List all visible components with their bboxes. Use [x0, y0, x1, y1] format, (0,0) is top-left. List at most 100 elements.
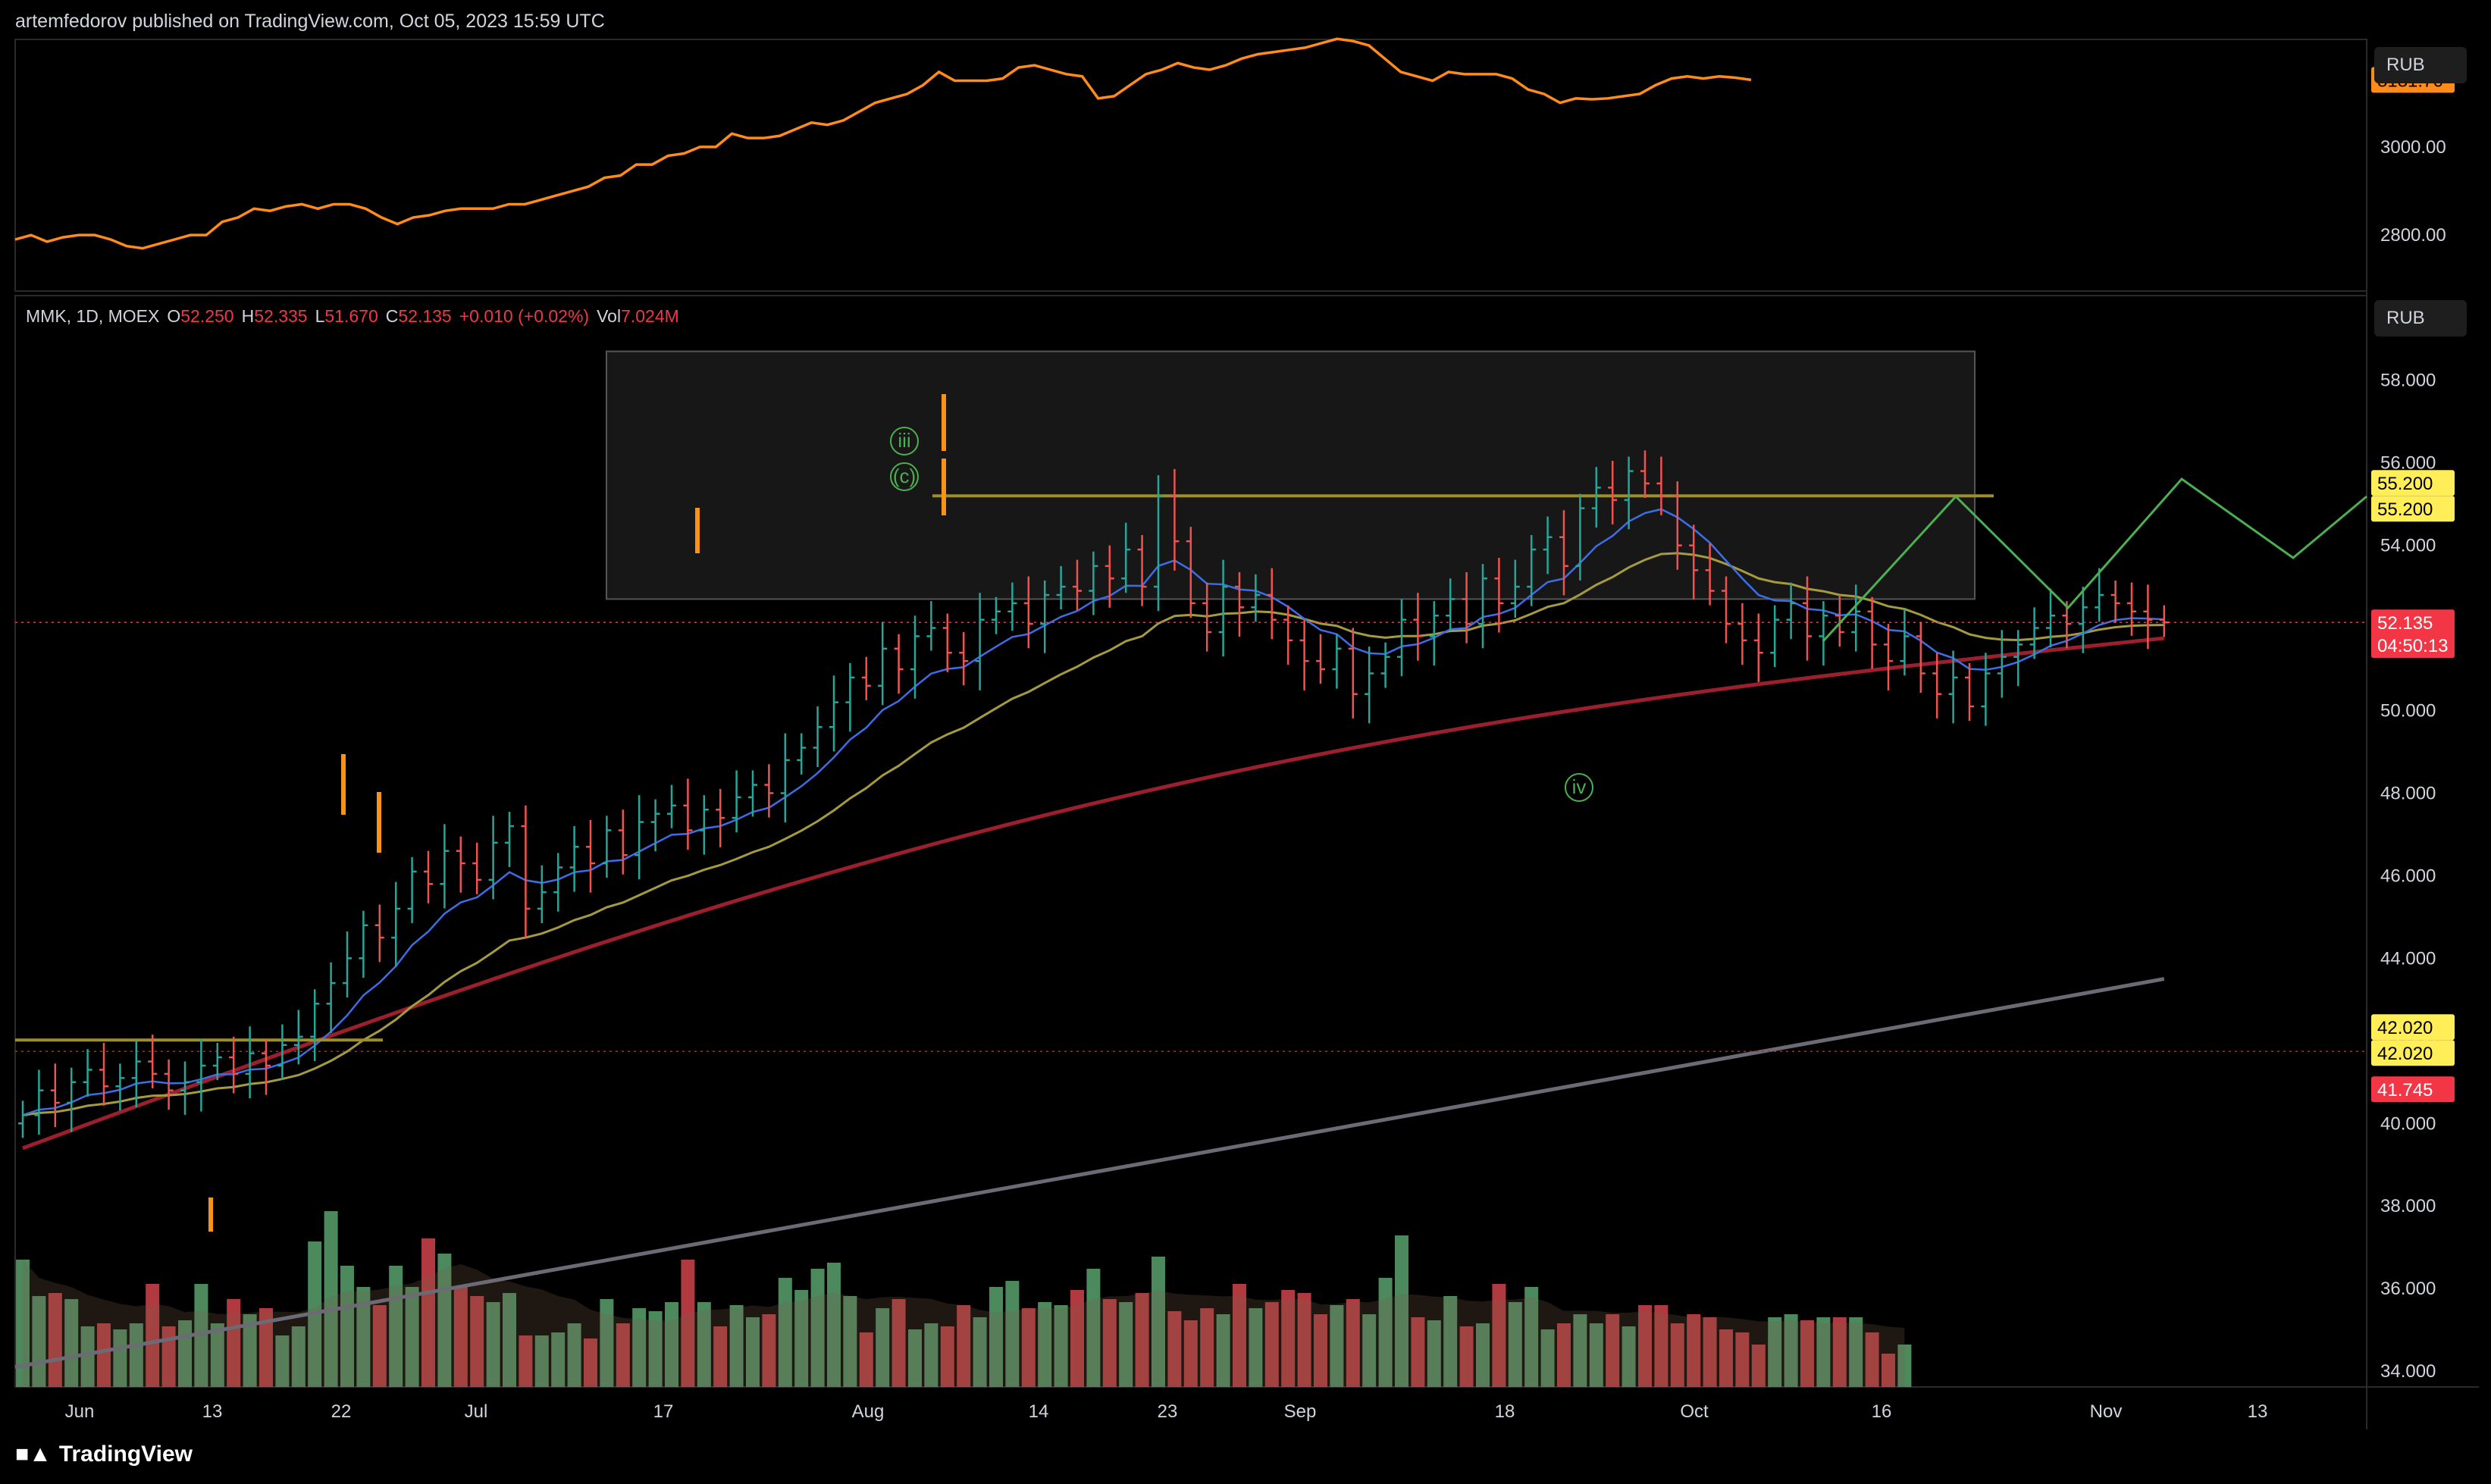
- time-tick-label: Nov: [2090, 1401, 2123, 1422]
- volume-bar: [1362, 1314, 1377, 1387]
- volume-bar: [1054, 1305, 1068, 1387]
- volume-bar: [632, 1308, 647, 1387]
- price-tick-label: 50.000: [2380, 701, 2436, 722]
- countdown-label-bg: [2371, 632, 2455, 659]
- wave-label-circle: [890, 462, 919, 491]
- legend-low: 51.670: [324, 306, 378, 326]
- volume-bar: [194, 1284, 208, 1387]
- volume-bar: [16, 1260, 30, 1387]
- volume-bar: [324, 1211, 338, 1387]
- volume-bar: [1670, 1323, 1684, 1387]
- volume-bar: [129, 1323, 143, 1387]
- support-red-label: 41.745: [2377, 1080, 2433, 1100]
- volume-bar: [940, 1326, 954, 1387]
- volume-bar: [421, 1238, 435, 1387]
- time-tick-label: Sep: [1284, 1401, 1317, 1422]
- volume-bar: [794, 1290, 809, 1387]
- volume-bar: [1038, 1302, 1052, 1387]
- currency-button-main[interactable]: RUB: [2374, 300, 2467, 337]
- volume-ma-area: [23, 1260, 1905, 1387]
- volume-bar: [227, 1299, 241, 1387]
- time-tick-label: Aug: [852, 1401, 885, 1422]
- support-label-b: 42.020: [2377, 1044, 2433, 1064]
- volume-bar: [340, 1266, 354, 1387]
- volume-bar: [1135, 1293, 1149, 1387]
- tradingview-logo-icon: ■▲: [15, 1442, 52, 1467]
- legend-close: 52.135: [398, 306, 452, 326]
- currency-button-top[interactable]: RUB: [2374, 47, 2467, 83]
- volume-bar: [1800, 1320, 1814, 1387]
- level-label-a-bg: [2371, 470, 2455, 496]
- level-label-a: 55.200: [2377, 474, 2433, 494]
- volume-bar: [1330, 1305, 1344, 1387]
- volume-bar: [1687, 1314, 1701, 1387]
- index-tick-label: 2800.00: [2380, 225, 2446, 246]
- volume-bar: [1589, 1323, 1603, 1387]
- volume-bar: [405, 1287, 419, 1387]
- volume-bar: [1768, 1317, 1782, 1387]
- volume-bar: [1540, 1329, 1555, 1387]
- time-tick-label: Jun: [65, 1401, 95, 1422]
- symbol-legend: MMK, 1D, MOEX O52.250 H52.335 L51.670 C5…: [26, 306, 679, 327]
- volume-bar: [957, 1305, 971, 1387]
- volume-bar: [1865, 1332, 1879, 1387]
- footer-brand[interactable]: TradingView: [58, 1442, 193, 1467]
- volume-bar: [1021, 1308, 1036, 1387]
- volume-bar: [1167, 1311, 1182, 1387]
- legend-high-label: H: [241, 306, 255, 326]
- volume-bar: [891, 1299, 906, 1387]
- last-price-label-bg: [2371, 609, 2455, 636]
- volume-bar: [600, 1299, 614, 1387]
- volume-bar: [908, 1329, 922, 1387]
- volume-bar: [259, 1308, 273, 1387]
- volume-bar: [1378, 1278, 1393, 1387]
- price-tick-label: 48.000: [2380, 783, 2436, 803]
- footer: ■▲ TradingView: [15, 1442, 193, 1467]
- price-tick-label: 58.000: [2380, 371, 2436, 391]
- price-tick-label: 56.000: [2380, 453, 2436, 474]
- price-tick-label: 44.000: [2380, 948, 2436, 969]
- time-tick-label: 13: [202, 1401, 223, 1422]
- volume-bar: [1719, 1329, 1733, 1387]
- volume-bar: [1264, 1302, 1279, 1387]
- wave-label: iv: [1572, 775, 1587, 798]
- last-price-label: 52.135: [2377, 613, 2433, 634]
- volume-bar: [778, 1278, 792, 1387]
- legend-open-label: O: [167, 306, 181, 326]
- volume-bar: [973, 1317, 987, 1387]
- time-tick-label: 16: [1872, 1401, 1892, 1422]
- time-tick-label: 23: [1158, 1401, 1178, 1422]
- volume-bar: [810, 1269, 825, 1387]
- volume-bar: [1249, 1308, 1263, 1387]
- time-tick-label: 14: [1029, 1401, 1049, 1422]
- volume-bar: [1070, 1290, 1084, 1387]
- legend-low-label: L: [315, 306, 325, 326]
- legend-open: 52.250: [180, 306, 234, 326]
- top-pane: [14, 39, 2367, 292]
- volume-bar: [1395, 1235, 1408, 1387]
- volume-bar: [729, 1305, 744, 1387]
- time-tick-label: 17: [653, 1401, 674, 1422]
- wave-label: iii: [898, 429, 910, 452]
- support-label-a-bg: [2371, 1014, 2455, 1041]
- publisher-line: artemfedorov published on TradingView.co…: [15, 11, 605, 32]
- volume-bar: [1832, 1317, 1847, 1387]
- volume-bar: [210, 1323, 224, 1387]
- time-tick-label: 22: [331, 1401, 352, 1422]
- volume-bar: [1816, 1317, 1831, 1387]
- volume-bar: [1102, 1299, 1117, 1387]
- volume-bar: [291, 1326, 306, 1387]
- time-tick-label: Jul: [465, 1401, 488, 1422]
- volume-bar: [746, 1317, 760, 1387]
- volume-bar: [827, 1263, 841, 1387]
- volume-bar: [356, 1287, 371, 1387]
- volume-bar: [1606, 1314, 1620, 1387]
- legend-vol-label: Vol: [597, 306, 622, 326]
- volume-bar: [243, 1314, 257, 1387]
- volume-bar: [80, 1326, 95, 1387]
- legend-symbol: MMK, 1D, MOEX: [26, 306, 160, 326]
- volume-bar: [97, 1323, 111, 1387]
- level-label-b: 55.200: [2377, 499, 2433, 520]
- price-tick-label: 36.000: [2380, 1279, 2436, 1299]
